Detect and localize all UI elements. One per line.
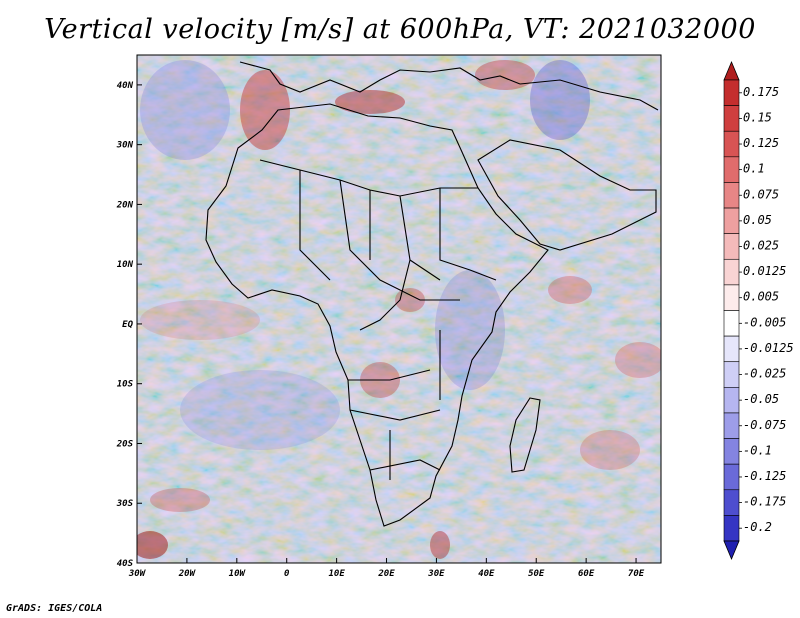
colorbar-swatch [723, 412, 740, 439]
velocity-field [137, 55, 661, 563]
grads-credit: GrADS: IGES/COLA [6, 603, 103, 614]
x-tick-label: 20E [377, 569, 395, 579]
y-tick-label: 10S [117, 380, 134, 390]
y-tick-label: 20S [116, 439, 134, 449]
plot-frame [136, 54, 662, 564]
colorbar-label: -0.0125 [743, 341, 794, 355]
colorbar-swatch [723, 156, 740, 183]
colorbar-label: -0.125 [743, 469, 786, 483]
colorbar-bottom-arrow [723, 540, 740, 561]
colorbar-swatch [723, 79, 740, 106]
colorbar-swatch [723, 515, 740, 542]
colorbar-label: -0.075 [743, 418, 786, 432]
y-tick-label: EQ [122, 320, 133, 330]
colorbar-swatch [723, 438, 740, 465]
x-tick-label: 20W [178, 569, 197, 579]
colorbar-label: -0.1 [743, 443, 772, 457]
colorbar-label: 0.025 [743, 238, 779, 252]
colorbar: 0.175 0.15 0.125 0.1 0.075 0.05 0.025 0.0125 0.0… [723, 60, 794, 561]
y-tick-label: 40S [117, 559, 134, 569]
colorbar-label: 0.1 [743, 162, 765, 176]
colorbar-swatch [723, 258, 740, 286]
colorbar-label: 0.005 [743, 290, 779, 304]
x-tick-label: 50E [528, 569, 545, 579]
x-tick-label: 60E [578, 569, 595, 579]
y-tick-label: 20N [116, 200, 134, 210]
chart-title: Vertical velocity [m/s] at 600hPa, VT: 2… [44, 14, 756, 45]
colorbar-label: 0.0125 [743, 264, 786, 278]
colorbar-top-arrow [723, 60, 740, 81]
colorbar-label: -0.025 [743, 367, 786, 381]
x-tick-label: 30E [427, 569, 445, 579]
colorbar-swatch [723, 130, 740, 158]
colorbar-swatch [723, 463, 740, 491]
colorbar-swatch [723, 310, 740, 337]
colorbar-label: 0.15 [743, 110, 772, 124]
colorbar-label: -0.005 [743, 315, 786, 329]
colorbar-swatch [723, 207, 740, 234]
colorbar-label: 0.125 [743, 136, 779, 150]
colorbar-label: 0.175 [743, 85, 779, 99]
colorbar-label: -0.175 [743, 495, 786, 509]
colorbar-label: -0.05 [743, 392, 779, 406]
y-tick-label: 40N [117, 81, 134, 91]
y-tick-label: 10N [117, 260, 134, 270]
colorbar-swatch [723, 489, 740, 516]
colorbar-swatch [723, 387, 740, 414]
colorbar-swatch [723, 233, 740, 260]
colorbar-swatch [723, 284, 740, 311]
colorbar-label: 0.075 [743, 187, 779, 201]
y-tick-label: 30N [116, 141, 134, 151]
x-tick-label: 10E [328, 569, 345, 579]
y-tick-label: 30S [116, 499, 134, 509]
x-tick-label: 0 [284, 569, 290, 579]
colorbar-swatch [723, 361, 740, 388]
colorbar-swatch [723, 182, 740, 209]
x-tick-label: 30W [128, 569, 147, 579]
x-axis: 30W 20W 10W 0 10E 20E 30E 40E 50E 60E 70E [128, 558, 645, 579]
colorbar-label: 0.05 [743, 213, 772, 227]
y-axis: 40N 30N 20N 10N EQ 10S 20S 30S 40S [116, 81, 142, 569]
colorbar-swatch [723, 335, 740, 363]
x-tick-label: 40E [478, 569, 495, 579]
x-tick-label: 70E [628, 569, 645, 579]
colorbar-label: -0.2 [743, 520, 772, 534]
colorbar-swatch [723, 105, 740, 132]
x-tick-label: 10W [229, 569, 247, 579]
